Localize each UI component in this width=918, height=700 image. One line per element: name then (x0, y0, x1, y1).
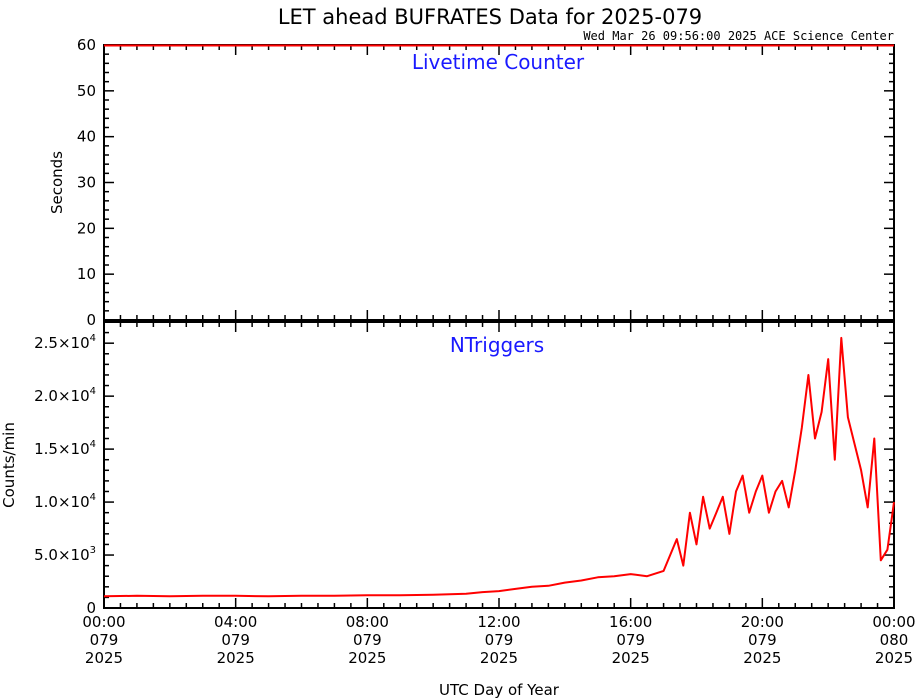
ntriggers-y-tick-label: 1.0×104 (34, 492, 96, 511)
ntriggers-panel-title: NTriggers (450, 333, 544, 357)
ntriggers-y-tick-label: 2.5×104 (34, 333, 96, 352)
x-tick-label-year: 2025 (480, 649, 518, 667)
x-tick-label-time: 12:00 (477, 613, 520, 631)
x-tick-label-year: 2025 (875, 649, 913, 667)
livetime-y-tick-label: 30 (77, 174, 96, 192)
chart-subtitle: Wed Mar 26 09:56:00 2025 ACE Science Cen… (583, 29, 894, 43)
livetime-y-tick-label: 0 (86, 311, 96, 329)
ntriggers-series-line (103, 336, 895, 598)
chart-title: LET ahead BUFRATES Data for 2025-079 (278, 5, 702, 29)
livetime-panel-title: Livetime Counter (412, 50, 585, 74)
x-axis-label: UTC Day of Year (439, 681, 560, 699)
x-tick-label-time: 00:00 (872, 613, 915, 631)
x-tick-label-doy: 079 (616, 631, 645, 649)
x-tick-label-doy: 079 (90, 631, 119, 649)
ntriggers-y-tick-label: 1.5×104 (34, 439, 96, 458)
x-tick-label-doy: 079 (485, 631, 514, 649)
x-tick-label-doy: 079 (353, 631, 382, 649)
livetime-y-tick-label: 50 (77, 82, 96, 100)
livetime-y-tick-label: 40 (77, 128, 96, 146)
x-axis: 00:00079202504:00079202508:00079202512:0… (82, 613, 915, 667)
livetime-y-axis-label: Seconds (48, 151, 66, 214)
ntriggers-y-axis-label: Counts/min (0, 422, 18, 508)
x-tick-label-year: 2025 (743, 649, 781, 667)
x-tick-label-year: 2025 (217, 649, 255, 667)
x-tick-label-year: 2025 (612, 649, 650, 667)
livetime-y-tick-label: 60 (77, 36, 96, 54)
ntriggers-y-tick-label: 5.0×103 (34, 545, 96, 564)
x-tick-label-time: 16:00 (609, 613, 652, 631)
livetime-panel: 0 10 20 30 40 50 60 Seconds Livetime Counter (48, 36, 895, 329)
x-tick-label-doy: 079 (221, 631, 250, 649)
x-tick-label-time: 04:00 (214, 613, 257, 631)
x-tick-label-doy: 080 (880, 631, 909, 649)
ntriggers-panel: 0 5.0×103 1.0×104 1.5×104 2.0×104 2.5×104 Coun… (0, 321, 895, 617)
x-tick-label-time: 08:00 (346, 613, 389, 631)
livetime-y-tick-label: 20 (77, 219, 96, 237)
x-tick-label-year: 2025 (348, 649, 386, 667)
x-tick-label-year: 2025 (85, 649, 123, 667)
ntriggers-y-tick-label: 0 (86, 599, 96, 617)
x-tick-label-time: 00:00 (82, 613, 125, 631)
ntriggers-y-tick-label: 2.0×104 (34, 386, 96, 405)
ntriggers-frame (103, 321, 895, 609)
x-tick-label-doy: 079 (748, 631, 777, 649)
x-tick-label-time: 20:00 (741, 613, 784, 631)
livetime-y-tick-label: 10 (77, 265, 96, 283)
livetime-frame (103, 44, 895, 321)
